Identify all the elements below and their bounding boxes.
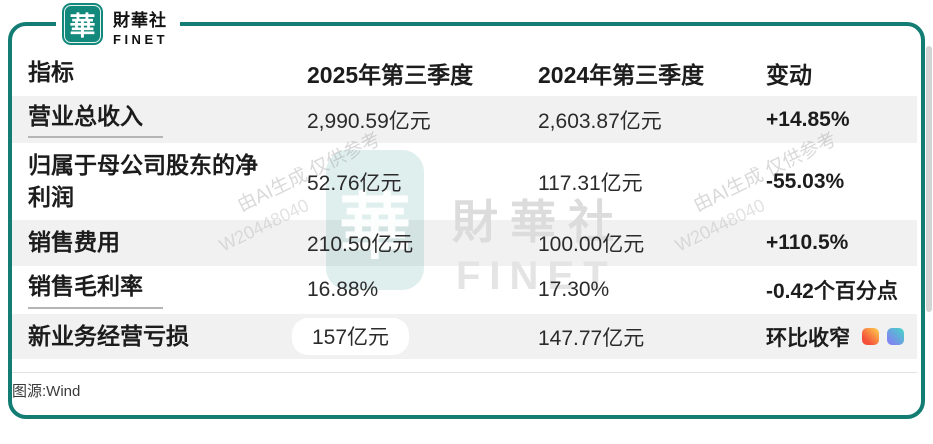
- value-change: 环比收窄: [752, 322, 917, 352]
- brand-text: 財華社 FINET: [113, 1, 168, 47]
- table-row: 新业务经营亏损 157亿元 147.77亿元 环比收窄: [12, 314, 917, 359]
- value-change: -55.03%: [766, 169, 845, 193]
- table-row: 营业总收入 2,990.59亿元 2,603.87亿元 +14.85%: [12, 96, 917, 143]
- finet-logo-icon: 華: [62, 3, 103, 45]
- value-2024: 2,603.87亿元: [538, 109, 662, 133]
- value-2024: 100.00亿元: [538, 233, 645, 256]
- value-2025: 157亿元: [292, 318, 524, 355]
- trend-cool-icon: [887, 328, 904, 345]
- table-row: 销售毛利率 16.88% 17.30% -0.42个百分点: [12, 266, 917, 314]
- trend-warm-icon: [862, 328, 879, 345]
- brand-logo: 華 財華社 FINET: [56, 1, 181, 48]
- header-indicator: 指标: [28, 59, 74, 86]
- value-2025: 16.88%: [307, 278, 379, 301]
- value-2025: 210.50亿元: [307, 233, 414, 256]
- value-2025: 2,990.59亿元: [307, 109, 431, 133]
- header-change: 变动: [766, 62, 812, 88]
- source-credit: 图源:Wind: [12, 383, 81, 400]
- value-change: +14.85%: [766, 107, 850, 131]
- value-change: +110.5%: [766, 231, 849, 254]
- row-label: 新业务经营亏损: [28, 322, 189, 349]
- value-2024: 117.31亿元: [538, 171, 643, 195]
- table-row: 归属于母公司股东的净利润 52.76亿元 117.31亿元 -55.03%: [12, 143, 917, 220]
- footer-divider: [12, 372, 917, 373]
- table-header-row: 指标 2025年第三季度 2024年第三季度 变动: [12, 50, 917, 96]
- row-label: 归属于母公司股东的净利润: [28, 152, 258, 210]
- card-border: [8, 22, 925, 419]
- logo-glyph: 華: [69, 10, 96, 41]
- value-2024: 17.30%: [538, 278, 610, 301]
- brand-name-cn: 財華社: [113, 11, 167, 30]
- value-2024: 147.77亿元: [538, 326, 645, 350]
- header-2024q3: 2024年第三季度: [538, 62, 705, 88]
- value-2025: 52.76亿元: [307, 171, 402, 195]
- value-change: -0.42个百分点: [766, 280, 898, 303]
- value-highlight-pill: 157亿元: [292, 318, 410, 355]
- header-2025q3: 2025年第三季度: [307, 62, 474, 88]
- row-label: 销售费用: [28, 229, 120, 256]
- metrics-table: 指标 2025年第三季度 2024年第三季度 变动 营业总收入 2,990.59…: [12, 50, 917, 401]
- scrollbar[interactable]: [926, 46, 932, 312]
- row-label: 营业总收入: [12, 101, 292, 139]
- row-label: 销售毛利率: [12, 271, 292, 309]
- brand-name-en: FINET: [113, 32, 169, 47]
- table-row: 销售费用 210.50亿元 100.00亿元 +110.5%: [12, 220, 917, 266]
